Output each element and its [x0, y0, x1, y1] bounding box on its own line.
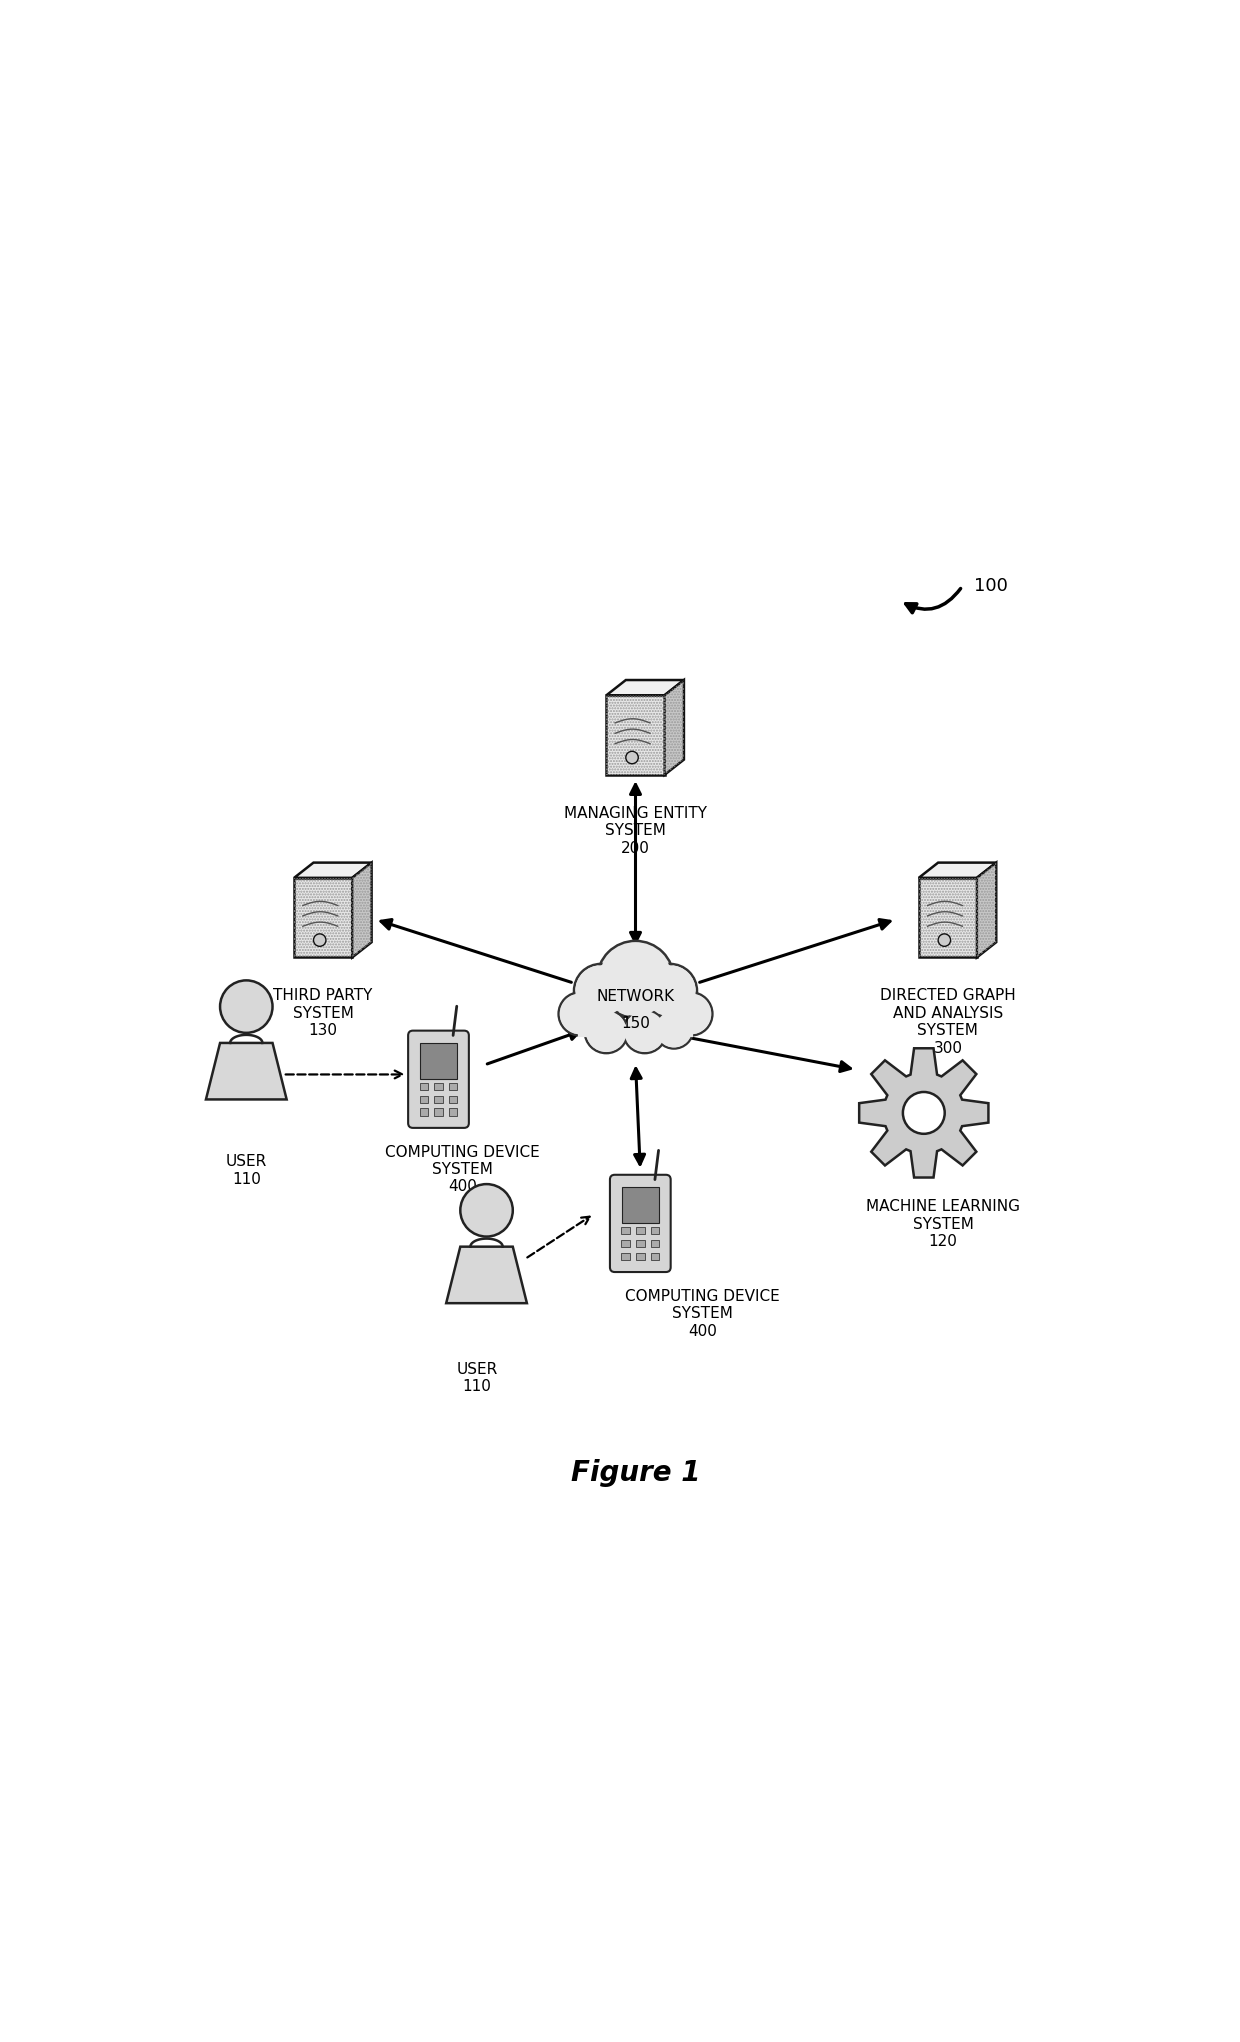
- Polygon shape: [665, 680, 684, 774]
- FancyArrowPatch shape: [631, 1068, 645, 1164]
- Circle shape: [655, 1011, 693, 1048]
- FancyBboxPatch shape: [408, 1031, 469, 1127]
- FancyBboxPatch shape: [419, 1082, 428, 1090]
- Polygon shape: [859, 1048, 988, 1178]
- FancyBboxPatch shape: [449, 1109, 458, 1115]
- Circle shape: [903, 1092, 945, 1133]
- Text: 150: 150: [621, 1017, 650, 1031]
- Polygon shape: [206, 1043, 286, 1099]
- Polygon shape: [352, 862, 372, 958]
- FancyArrowPatch shape: [905, 588, 961, 613]
- FancyArrowPatch shape: [381, 919, 572, 982]
- Circle shape: [585, 1011, 627, 1054]
- FancyBboxPatch shape: [919, 878, 977, 958]
- Circle shape: [670, 992, 712, 1035]
- Text: NETWORK: NETWORK: [596, 988, 675, 1005]
- FancyBboxPatch shape: [434, 1082, 443, 1090]
- FancyBboxPatch shape: [621, 1227, 630, 1233]
- FancyArrowPatch shape: [487, 1029, 579, 1064]
- Text: MANAGING ENTITY
SYSTEM
200: MANAGING ENTITY SYSTEM 200: [564, 807, 707, 856]
- FancyBboxPatch shape: [419, 1109, 428, 1115]
- Circle shape: [559, 994, 600, 1035]
- FancyBboxPatch shape: [419, 1097, 428, 1103]
- Text: USER
110: USER 110: [456, 1362, 497, 1395]
- FancyBboxPatch shape: [420, 1043, 456, 1080]
- Circle shape: [575, 966, 626, 1017]
- Circle shape: [939, 933, 951, 945]
- Text: USER
110: USER 110: [226, 1154, 267, 1186]
- Polygon shape: [977, 862, 996, 958]
- Circle shape: [460, 1184, 513, 1237]
- FancyBboxPatch shape: [294, 878, 352, 958]
- Text: DIRECTED GRAPH
AND ANALYSIS
SYSTEM
300: DIRECTED GRAPH AND ANALYSIS SYSTEM 300: [880, 988, 1016, 1056]
- FancyBboxPatch shape: [651, 1239, 660, 1248]
- Circle shape: [574, 964, 627, 1017]
- Circle shape: [314, 933, 326, 945]
- Circle shape: [624, 1011, 665, 1052]
- FancyArrowPatch shape: [699, 919, 890, 982]
- Circle shape: [219, 980, 273, 1033]
- Circle shape: [645, 966, 696, 1017]
- FancyBboxPatch shape: [434, 1109, 443, 1115]
- FancyBboxPatch shape: [636, 1252, 645, 1260]
- FancyArrowPatch shape: [630, 784, 641, 941]
- Circle shape: [559, 992, 601, 1035]
- FancyBboxPatch shape: [449, 1097, 458, 1103]
- Circle shape: [624, 1011, 666, 1054]
- FancyBboxPatch shape: [651, 1252, 660, 1260]
- Circle shape: [626, 751, 639, 764]
- FancyBboxPatch shape: [610, 1174, 671, 1272]
- Polygon shape: [446, 1248, 527, 1303]
- Text: COMPUTING DEVICE
SYSTEM
400: COMPUTING DEVICE SYSTEM 400: [625, 1289, 780, 1340]
- FancyArrowPatch shape: [688, 1037, 851, 1072]
- Circle shape: [585, 1011, 626, 1052]
- Text: 100: 100: [973, 578, 1008, 596]
- Polygon shape: [919, 862, 996, 878]
- Polygon shape: [294, 862, 372, 878]
- Circle shape: [596, 941, 675, 1017]
- FancyBboxPatch shape: [434, 1097, 443, 1103]
- FancyBboxPatch shape: [651, 1227, 660, 1233]
- Text: Figure 1: Figure 1: [570, 1460, 701, 1487]
- Text: MACHINE LEARNING
SYSTEM
120: MACHINE LEARNING SYSTEM 120: [866, 1199, 1021, 1250]
- Text: COMPUTING DEVICE
SYSTEM
400: COMPUTING DEVICE SYSTEM 400: [386, 1146, 539, 1195]
- FancyBboxPatch shape: [622, 1186, 658, 1223]
- Text: THIRD PARTY
SYSTEM
130: THIRD PARTY SYSTEM 130: [274, 988, 373, 1037]
- FancyBboxPatch shape: [636, 1239, 645, 1248]
- Circle shape: [671, 994, 712, 1035]
- Circle shape: [644, 964, 697, 1017]
- Circle shape: [599, 943, 672, 1015]
- Circle shape: [656, 1011, 692, 1048]
- FancyBboxPatch shape: [606, 694, 665, 774]
- FancyBboxPatch shape: [621, 1252, 630, 1260]
- FancyBboxPatch shape: [636, 1227, 645, 1233]
- Polygon shape: [606, 680, 684, 694]
- FancyBboxPatch shape: [449, 1082, 458, 1090]
- FancyBboxPatch shape: [621, 1239, 630, 1248]
